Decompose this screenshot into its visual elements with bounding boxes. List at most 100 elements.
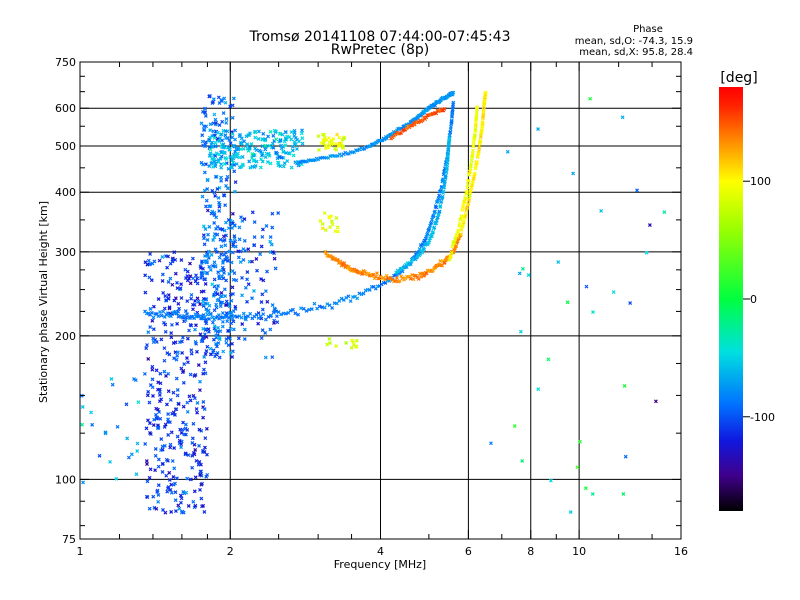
cluster-point (238, 132, 243, 137)
trace-point (357, 291, 362, 296)
cluster-point (202, 242, 207, 247)
cluster-point (165, 458, 170, 463)
cluster-point (230, 285, 235, 290)
cluster-point (240, 155, 245, 159)
trace-point (443, 173, 448, 178)
cluster-point (230, 355, 235, 359)
cluster-point (152, 417, 157, 422)
trace-point (460, 208, 465, 212)
trace-point (382, 137, 387, 142)
cluster-point (220, 300, 225, 305)
cluster-point (183, 451, 188, 456)
trace-point (425, 231, 430, 236)
trace-point (475, 160, 480, 164)
cluster-point (168, 261, 173, 266)
cluster-point (289, 165, 294, 170)
trace-point (451, 100, 456, 105)
cluster-point (198, 469, 203, 474)
cluster-point (180, 509, 185, 514)
cluster-point (169, 331, 174, 336)
cluster-point (199, 482, 204, 487)
cluster-point (230, 158, 234, 162)
trace-point (239, 315, 244, 320)
cluster-point (238, 260, 243, 264)
cluster-point (219, 178, 224, 183)
trace-point (465, 189, 469, 194)
cluster-point (219, 268, 224, 273)
cluster-point (205, 208, 210, 213)
cluster-point (207, 139, 211, 143)
cluster-point (337, 135, 342, 140)
trace-point (348, 299, 353, 304)
trace-point (383, 277, 388, 282)
cluster-point (151, 494, 156, 499)
cluster-point (272, 256, 277, 261)
cluster-point (247, 146, 252, 151)
cluster-point (148, 252, 153, 256)
cluster-point (247, 159, 252, 164)
cluster-point (295, 146, 299, 151)
cluster-point (228, 155, 233, 159)
cluster-point (200, 139, 205, 144)
trace-point (456, 228, 461, 232)
cluster-point (226, 258, 230, 263)
cluster-point (218, 237, 223, 242)
cluster-point (173, 490, 178, 495)
trace-point (437, 209, 442, 214)
cluster-point (173, 509, 178, 513)
trace-point (475, 105, 480, 109)
cluster-point (215, 292, 220, 296)
cluster-point (213, 247, 218, 252)
trace-point (393, 279, 398, 283)
cluster-point (188, 477, 193, 482)
cluster-point (250, 259, 255, 264)
cluster-point (278, 137, 283, 142)
cluster-point (225, 174, 230, 179)
cluster-point (221, 193, 226, 197)
cluster-point (148, 467, 153, 472)
cluster-point (202, 188, 207, 193)
cluster-point (261, 278, 266, 283)
cluster-point (151, 336, 156, 341)
trace-point (466, 201, 471, 206)
cluster-point (320, 226, 325, 231)
trace-point (461, 203, 466, 207)
cluster-point (156, 499, 161, 504)
cluster-point (191, 307, 195, 312)
trace-point (451, 90, 456, 95)
cluster-point (189, 296, 194, 301)
cluster-point (218, 226, 223, 231)
cluster-point (211, 164, 215, 169)
cluster-point (210, 282, 215, 287)
cluster-point (232, 223, 237, 228)
cluster-point (168, 397, 173, 402)
cluster-point (238, 147, 243, 152)
cluster-point (611, 290, 616, 295)
cluster-point (322, 211, 327, 216)
cluster-point (240, 163, 245, 168)
cluster-point (330, 222, 335, 227)
cluster-point (214, 151, 219, 156)
cluster-point (263, 147, 268, 152)
cluster-point (326, 145, 330, 150)
cluster-point (193, 340, 198, 344)
trace-point (361, 291, 366, 296)
trace-point (165, 311, 170, 316)
cluster-point (216, 130, 220, 135)
cluster-point (154, 506, 159, 511)
trace-point (408, 276, 413, 281)
trace-point (439, 199, 444, 204)
cluster-point (207, 204, 212, 209)
cluster-point (169, 490, 174, 495)
cluster-point (200, 259, 204, 264)
trace-point (266, 314, 271, 319)
cluster-point (213, 153, 218, 158)
cluster-point (201, 233, 206, 238)
cluster-point (211, 100, 216, 104)
cluster-point (260, 159, 265, 164)
x-tick-label: 8 (527, 545, 534, 558)
cluster-point (227, 304, 232, 309)
cluster-point (202, 127, 206, 132)
cluster-point (150, 364, 155, 369)
trace-point (422, 247, 427, 252)
